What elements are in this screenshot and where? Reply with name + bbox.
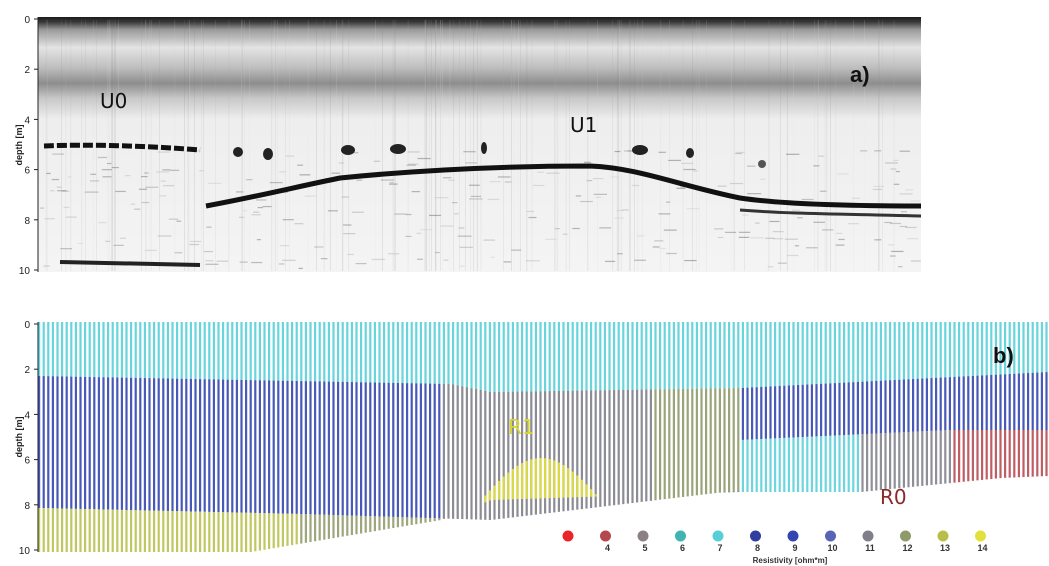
legend-label: 6	[680, 543, 685, 553]
legend-label: 14	[977, 543, 987, 553]
legend-label: 10	[827, 543, 837, 553]
annotation-u1: U1	[570, 113, 597, 137]
panel-b-y-tick-label: 10	[19, 546, 31, 557]
resistivity-columns	[38, 322, 1048, 566]
u0-base-reflector	[59, 260, 201, 267]
panel-a-y-tick-label: 6	[24, 166, 30, 177]
legend-swatch	[787, 530, 799, 542]
legend-swatch	[750, 530, 761, 542]
legend-swatch	[637, 530, 649, 542]
panel-a-y-label: depth [m]	[14, 125, 24, 166]
panel-a-label: a)	[850, 62, 870, 87]
panel-b-y-label: depth [m]	[14, 417, 24, 458]
legend-swatch	[712, 530, 724, 542]
panel-b-y-tick-label: 8	[24, 501, 30, 512]
panel-a: 0 2 4 6 8 10 depth [m] a) U0 U1	[14, 15, 922, 277]
annotation-u0: U0	[100, 89, 127, 113]
legend-label: 8	[755, 543, 760, 553]
resistivity-legend: 4 5 6 7 8 9 10 11 12 13 14	[562, 530, 988, 553]
legend-title: Resistivity [ohm*m]	[753, 556, 828, 565]
panel-a-y-tick-label: 2	[24, 65, 30, 76]
panel-b-y-tick-label: 6	[24, 456, 30, 467]
legend-swatch	[825, 530, 836, 542]
panel-b-label: b)	[993, 343, 1014, 368]
legend-swatch	[600, 530, 611, 542]
u1-reflector	[205, 163, 922, 209]
legend-label: 13	[940, 543, 950, 553]
legend-label: 7	[717, 543, 722, 553]
legend-swatch	[862, 530, 874, 542]
legend-swatch	[937, 530, 949, 542]
panel-b-y-ticks: 0 2 4 6 8 10	[19, 320, 38, 557]
panel-b-y-tick-label: 2	[24, 365, 30, 376]
legend-label: 4	[605, 543, 610, 553]
panel-b: 0 2 4 6 8 10 depth [m] b) R1 R0 4 5 6 7 8 9 10 11 12 1…	[14, 320, 1048, 566]
legend-swatch	[900, 530, 911, 542]
u0-reflector	[43, 142, 201, 153]
legend-label: 11	[865, 543, 875, 553]
panel-b-y-tick-label: 4	[24, 410, 30, 421]
panel-a-y-tick-label: 10	[19, 266, 31, 277]
panel-b-y-tick-label: 0	[24, 320, 30, 331]
legend-swatch	[975, 530, 986, 542]
panel-a-y-tick-label: 0	[24, 15, 30, 26]
panel-a-y-tick-label: 8	[24, 216, 30, 227]
legend-label: 12	[902, 543, 912, 553]
diffraction-marks	[233, 142, 766, 168]
legend-label: 5	[642, 543, 647, 553]
u1-lower-reflector	[739, 208, 922, 218]
panel-a-y-tick-label: 4	[24, 115, 30, 126]
legend-swatch	[562, 530, 574, 542]
annotation-r0: R0	[880, 485, 907, 509]
radargram-background	[38, 17, 921, 272]
panel-a-y-ticks: 0 2 4 6 8 10	[19, 15, 38, 277]
legend-swatch	[675, 530, 686, 542]
legend-label: 9	[792, 543, 797, 553]
annotation-r1: R1	[508, 415, 535, 439]
